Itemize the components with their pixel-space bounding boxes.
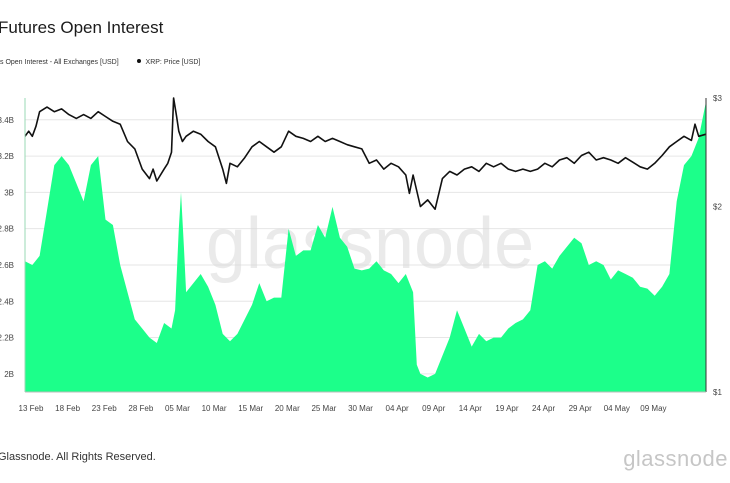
x-tick-label: 25 Mar [311, 404, 336, 413]
y-left-tick-label: 2.4B [0, 297, 14, 306]
y-left-tick-label: 2B [4, 370, 14, 379]
brand-logo: glassnode [623, 446, 728, 471]
x-tick-label: 05 Mar [165, 404, 190, 413]
x-tick-label: 04 Apr [386, 404, 409, 413]
price-line [24, 97, 707, 210]
y-right-tick-label: $3 [713, 94, 722, 103]
x-tick-label: 09 Apr [422, 404, 445, 413]
x-tick-label: 24 Apr [532, 404, 555, 413]
y-left-tick-label: 2.6B [0, 261, 14, 270]
open-interest-area [25, 101, 706, 392]
legend-open-interest[interactable]: s Open Interest - All Exchanges [USD] [0, 59, 119, 66]
x-tick-label: 04 May [604, 404, 630, 413]
x-tick-label: 13 Feb [19, 404, 44, 413]
y-right-tick-label: $1 [713, 388, 722, 397]
y-right-tick-label: $2 [713, 203, 722, 212]
legend: s Open Interest - All Exchanges [USD] XR… [0, 59, 200, 66]
x-tick-label: 23 Feb [92, 404, 117, 413]
y-left-tick-label: 3B [4, 188, 14, 197]
x-tick-label: 28 Feb [128, 404, 153, 413]
y-left-tick-label: 3.2B [0, 152, 14, 161]
legend-price[interactable]: XRP: Price [USD] [145, 59, 201, 66]
x-tick-label: 29 Apr [569, 404, 592, 413]
x-tick-label: 20 Mar [275, 404, 300, 413]
copyright-footer: Glassnode. All Rights Reserved. [0, 451, 156, 463]
x-tick-label: 18 Feb [55, 404, 80, 413]
y-left-tick-label: 3.4B [0, 116, 14, 125]
x-tick-label: 19 Apr [495, 404, 518, 413]
x-tick-label: 14 Apr [459, 404, 482, 413]
chart-title: Futures Open Interest [0, 18, 164, 37]
x-tick-label: 10 Mar [202, 404, 227, 413]
y-left-tick-label: 2.8B [0, 225, 14, 234]
legend-price-dot [136, 59, 141, 63]
x-tick-label: 15 Mar [238, 404, 263, 413]
x-tick-label: 30 Mar [348, 404, 373, 413]
y-left-tick-label: 2.2B [0, 334, 14, 343]
x-tick-label: 09 May [640, 404, 666, 413]
